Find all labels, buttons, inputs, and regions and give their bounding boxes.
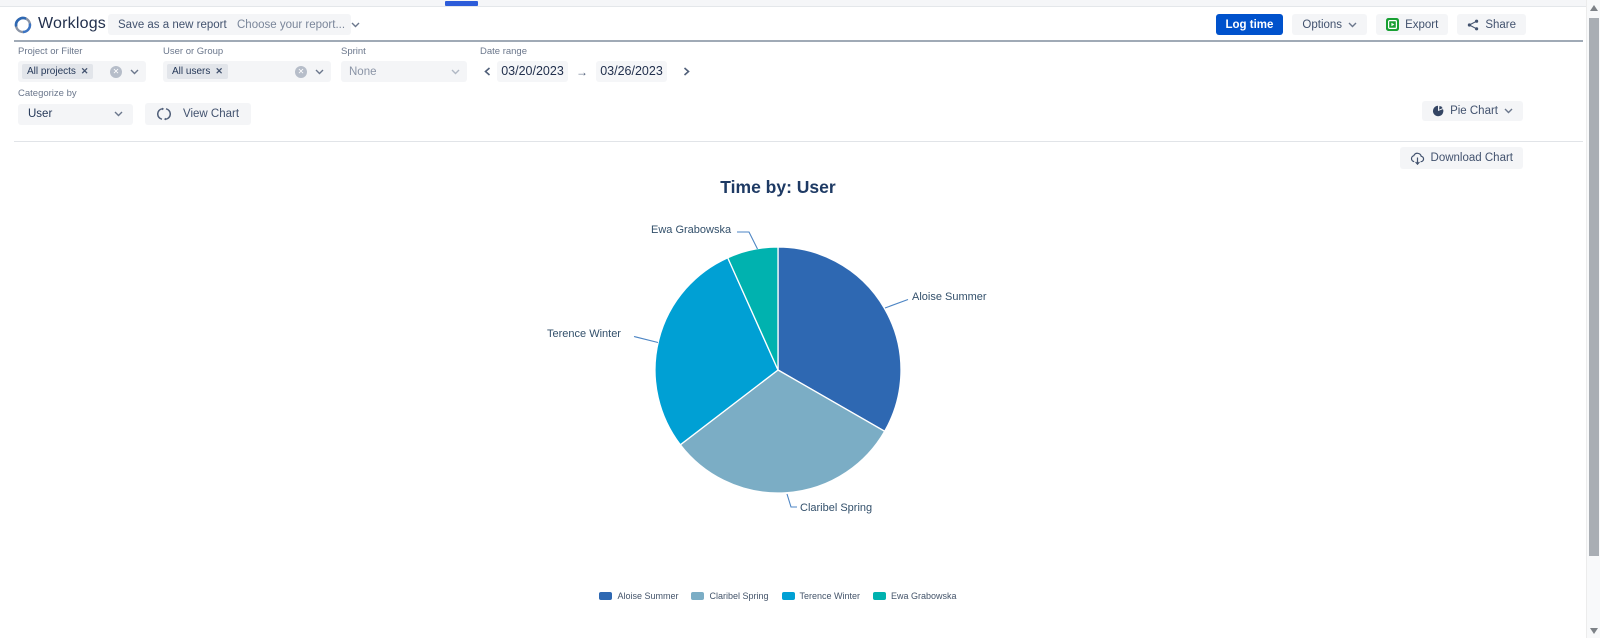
section-divider: [14, 141, 1583, 142]
chevron-down-icon: [114, 111, 123, 117]
filter-user: User or Group All users ✕ ✕: [163, 46, 331, 82]
options-button[interactable]: Options: [1292, 14, 1368, 35]
filter-project: Project or Filter All projects ✕ ✕: [18, 46, 146, 82]
pie-slice-ewa-grabowska[interactable]: [726, 246, 779, 371]
remove-tag-icon[interactable]: ✕: [80, 66, 89, 76]
sprint-value: None: [349, 65, 377, 78]
categorize-section: Categorize by User View Chart: [18, 88, 252, 125]
user-filter-label: User or Group: [163, 46, 224, 57]
top-strip: [0, 0, 1600, 7]
log-time-button[interactable]: Log time: [1215, 14, 1284, 35]
share-icon: [1468, 19, 1479, 30]
pie-chart-icon: [1433, 105, 1444, 117]
download-chart-button[interactable]: Download Chart: [1399, 147, 1523, 169]
view-chart-button[interactable]: View Chart: [145, 103, 252, 125]
download-chart-label: Download Chart: [1430, 152, 1513, 164]
refresh-icon: [157, 107, 171, 121]
pie-label-ewa-grabowska: Ewa Grabowska: [651, 224, 732, 236]
scrollbar-down-arrow-icon[interactable]: [1590, 628, 1598, 634]
legend-swatch: [691, 592, 705, 600]
user-filter-select[interactable]: All users ✕ ✕: [163, 61, 331, 82]
pie-chart: [633, 231, 909, 508]
categorize-label: Categorize by: [18, 88, 77, 99]
app-header: Worklogs Save as a new report Choose you…: [0, 8, 1583, 40]
choose-report-select[interactable]: Choose your report...: [227, 14, 360, 35]
export-button[interactable]: Export: [1376, 14, 1449, 35]
vertical-scrollbar[interactable]: [1586, 0, 1600, 638]
previous-period-button[interactable]: [480, 67, 495, 76]
clear-filter-icon[interactable]: ✕: [295, 65, 307, 78]
legend-label: Terence Winter: [799, 591, 861, 601]
pie-slice-claribel-spring[interactable]: [679, 369, 886, 494]
header-actions: Log time Options Export Share: [1215, 14, 1526, 35]
chevron-down-icon: [1348, 22, 1357, 28]
date-start-field[interactable]: 03/20/2023: [497, 61, 568, 82]
chevron-down-icon[interactable]: [451, 69, 460, 75]
chart-title: Time by: User: [720, 177, 836, 197]
legend-swatch: [599, 592, 613, 600]
share-button[interactable]: Share: [1457, 14, 1526, 35]
legend-swatch: [781, 592, 795, 600]
chart-legend: Aloise Summer Claribel Spring Terence Wint…: [0, 591, 1556, 601]
chevron-down-icon: [351, 22, 360, 28]
filter-sprint: Sprint None: [341, 46, 467, 82]
options-label: Options: [1302, 18, 1343, 31]
filter-date-range: Date range 03/20/2023 → 03/26/2023: [480, 46, 694, 82]
legend-item-aloise-summer[interactable]: Aloise Summer: [599, 591, 678, 601]
pie-label-aloise-summer: Aloise Summer: [912, 291, 987, 303]
user-tag-label: All users: [172, 66, 211, 77]
worklogs-logo-icon: [14, 16, 32, 34]
user-filter-tag[interactable]: All users ✕: [167, 64, 228, 79]
chevron-down-icon[interactable]: [315, 69, 324, 75]
legend-item-claribel-spring[interactable]: Claribel Spring: [691, 591, 769, 601]
categorize-select[interactable]: User: [18, 103, 133, 125]
remove-tag-icon[interactable]: ✕: [215, 66, 223, 76]
project-filter-label: Project or Filter: [18, 46, 83, 57]
scrollbar-up-arrow-icon[interactable]: [1590, 5, 1598, 11]
pie-slice-terence-winter[interactable]: [654, 256, 779, 446]
date-end-field[interactable]: 03/26/2023: [596, 61, 667, 82]
legend-label: Claribel Spring: [709, 591, 769, 601]
pie-label-terence-winter: Terence Winter: [547, 328, 621, 340]
export-label: Export: [1405, 18, 1439, 31]
date-arrow-icon: →: [576, 64, 588, 79]
cloud-download-icon: [1410, 152, 1424, 165]
legend-swatch: [873, 592, 887, 600]
export-excel-icon: [1386, 18, 1400, 31]
legend-label: Aloise Summer: [617, 591, 679, 601]
pie-label-claribel-spring: Claribel Spring: [800, 502, 873, 514]
scrollbar-thumb[interactable]: [1589, 18, 1599, 556]
next-period-button[interactable]: [679, 67, 694, 76]
chevron-down-icon: [1504, 108, 1513, 114]
top-progress-bar: [445, 1, 478, 6]
chart-type-select[interactable]: Pie Chart: [1422, 101, 1523, 121]
log-time-label: Log time: [1225, 18, 1274, 31]
project-filter-select[interactable]: All projects ✕ ✕: [18, 61, 146, 82]
share-label: Share: [1485, 18, 1516, 31]
legend-item-ewa-grabowska[interactable]: Ewa Grabowska: [873, 591, 957, 601]
project-tag-label: All projects: [27, 66, 76, 77]
leader-lines: [633, 231, 909, 508]
header-divider: [14, 40, 1583, 42]
sprint-select[interactable]: None: [341, 61, 467, 82]
pie-slice-aloise-summer[interactable]: [777, 246, 902, 433]
project-filter-tag[interactable]: All projects ✕: [22, 64, 94, 79]
page-title: Worklogs: [38, 15, 106, 32]
date-range-label: Date range: [480, 46, 528, 57]
legend-label: Ewa Grabowska: [891, 591, 957, 601]
categorize-value: User: [28, 108, 53, 120]
view-chart-label: View Chart: [183, 108, 240, 120]
save-report-label: Save as a new report: [118, 18, 227, 31]
choose-report-placeholder: Choose your report...: [237, 18, 346, 31]
clear-filter-icon[interactable]: ✕: [110, 65, 122, 78]
chevron-down-icon[interactable]: [130, 69, 139, 75]
save-report-button[interactable]: Save as a new report: [108, 14, 237, 35]
sprint-filter-label: Sprint: [341, 46, 366, 57]
chart-type-value: Pie Chart: [1450, 105, 1498, 117]
legend-item-terence-winter[interactable]: Terence Winter: [781, 591, 861, 601]
